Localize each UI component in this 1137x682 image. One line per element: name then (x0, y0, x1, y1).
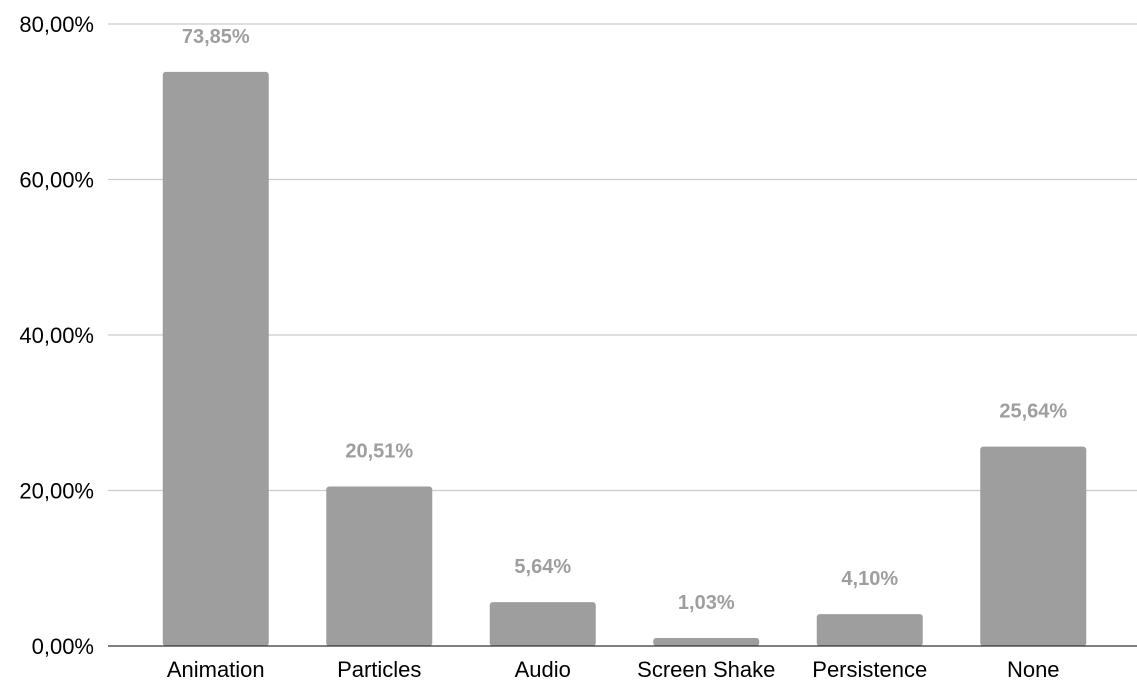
y-tick-label: 40,00% (19, 323, 94, 348)
bar-audio (489, 602, 596, 646)
gridlines (108, 23, 1137, 492)
bar-particles (326, 486, 433, 646)
data-label: 1,03% (678, 592, 735, 614)
x-tick-label: None (1007, 657, 1060, 682)
x-tick-label: Screen Shake (637, 657, 775, 682)
y-tick-label: 60,00% (19, 168, 94, 193)
data-label: 25,64% (999, 401, 1067, 423)
bar-persistence (816, 614, 923, 646)
bar-animation (162, 71, 269, 646)
y-tick-label: 0,00% (32, 634, 94, 659)
data-labels: 73,85% 20,51% 5,64% 1,03% 4,10% 25,64% (182, 26, 1068, 614)
x-tick-label: Persistence (812, 657, 927, 682)
data-label: 5,64% (514, 556, 571, 578)
y-tick-label: 20,00% (19, 479, 94, 504)
bar-screen-shake (653, 637, 760, 646)
bars (162, 71, 1087, 646)
data-label: 20,51% (345, 441, 413, 463)
x-axis-ticks: Animation Particles Audio Screen Shake Persi… (167, 657, 1060, 682)
x-tick-label: Particles (337, 657, 421, 682)
x-tick-label: Animation (167, 657, 265, 682)
data-label: 4,10% (841, 568, 898, 590)
y-tick-label: 80,00% (19, 12, 94, 37)
data-label: 73,85% (182, 26, 250, 48)
bar-none (980, 446, 1087, 646)
x-tick-label: Audio (515, 657, 571, 682)
y-axis-ticks: 0,00% 20,00% 40,00% 60,00% 80,00% (19, 12, 94, 659)
